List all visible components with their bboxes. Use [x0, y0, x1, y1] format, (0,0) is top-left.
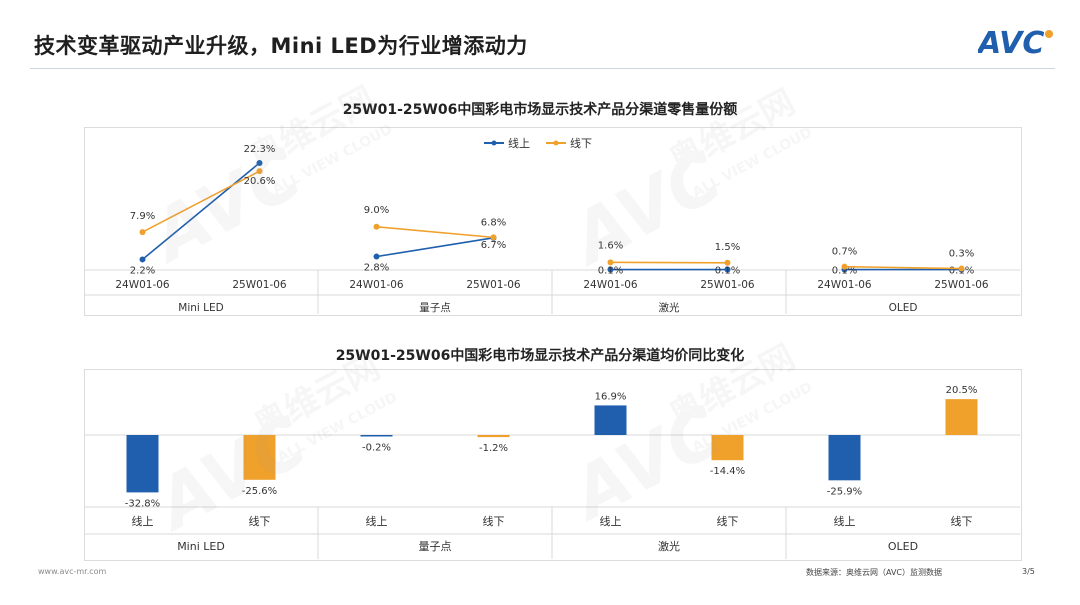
- footer-url: www.avc-mr.com: [38, 567, 107, 576]
- legend-marker: [553, 140, 559, 146]
- chart1-data-label: 6.7%: [481, 240, 506, 251]
- chart2-tick-label: 线上: [600, 514, 622, 528]
- chart2-bar: [711, 435, 744, 461]
- avc-logo: AVC: [978, 26, 1053, 60]
- logo-text: AVC: [978, 26, 1044, 60]
- chart2-data-label: 20.5%: [946, 385, 978, 396]
- chart2-bar: [594, 405, 627, 435]
- chart1-point: [373, 253, 380, 260]
- chart2-tick-label: 线上: [366, 514, 388, 528]
- chart2-data-label: -25.9%: [827, 486, 862, 497]
- chart1-series-line: [142, 170, 260, 233]
- chart1-tick-label: 25W01-06: [232, 279, 287, 291]
- chart2-data-label: -0.2%: [362, 443, 391, 454]
- chart1-tick-label: 24W01-06: [115, 279, 170, 291]
- chart1-point: [607, 266, 614, 273]
- chart1-data-label: 1.6%: [598, 240, 623, 251]
- chart1-point: [256, 168, 263, 175]
- chart1-data-label: 20.6%: [244, 176, 276, 187]
- chart2-group-label: OLED: [888, 540, 918, 553]
- chart1-data-label: 9.0%: [364, 205, 389, 216]
- chart2-tick-label: 线下: [717, 514, 739, 528]
- chart1-data-label: 0.1%: [598, 266, 623, 277]
- chart1-point: [373, 223, 380, 230]
- chart1-legend: 线上 线下: [484, 136, 592, 150]
- chart1-point: [841, 263, 848, 270]
- chart1-tick-label: 25W01-06: [466, 279, 521, 291]
- chart1-point: [724, 259, 731, 266]
- chart1-frame: [84, 127, 1022, 316]
- chart2-bar: [243, 435, 276, 480]
- chart1-point: [607, 259, 614, 266]
- chart2-tick-label: 线下: [483, 514, 505, 528]
- chart1-series-line: [376, 237, 494, 258]
- chart2-bar: [126, 435, 159, 493]
- chart1-title: 25W01-25W06中国彩电市场显示技术产品分渠道零售量份额: [342, 102, 738, 118]
- logo-dot: [1045, 30, 1053, 38]
- legend-label: 线上: [508, 136, 530, 150]
- chart1-point: [490, 234, 497, 241]
- chart1-data-label: 2.8%: [364, 263, 389, 274]
- chart1-series-line: [141, 162, 261, 261]
- legend-marker: [491, 140, 497, 146]
- chart1-group-label: 激光: [659, 301, 680, 314]
- chart2-bar: [477, 435, 510, 438]
- chart1-group-label: 量子点: [419, 302, 451, 314]
- chart1-data-label: 0.7%: [832, 247, 857, 258]
- chart1-point: [139, 229, 146, 236]
- chart1-tick-label: 24W01-06: [817, 279, 872, 291]
- chart2-data-label: -1.2%: [479, 443, 508, 454]
- chart1-point: [256, 159, 263, 166]
- chart1-tick-label: 24W01-06: [583, 279, 638, 291]
- chart1-data-label: 6.8%: [481, 217, 506, 228]
- chart1-tick-label: 25W01-06: [934, 279, 989, 291]
- chart2-group-label: 激光: [658, 539, 680, 553]
- chart1-point: [958, 265, 965, 272]
- chart2-group-label: Mini LED: [177, 540, 225, 553]
- chart2-tick-label: 线上: [834, 514, 856, 528]
- chart2-group-label: 量子点: [419, 540, 452, 553]
- chart1-tick-label: 24W01-06: [349, 279, 404, 291]
- chart1-point: [139, 256, 146, 263]
- chart2-bar: [945, 399, 978, 435]
- chart1-data-label: 0.3%: [949, 249, 974, 260]
- chart1-series-line: [844, 265, 962, 270]
- chart1-data-label: 0.1%: [715, 266, 740, 277]
- chart1-data-label: 7.9%: [130, 211, 155, 222]
- footer-source: 数据来源：奥维云网（AVC）监测数据: [806, 568, 943, 577]
- title-divider: [30, 68, 1055, 69]
- chart1-group-label: Mini LED: [178, 302, 223, 314]
- chart2-data-label: -14.4%: [710, 466, 745, 477]
- chart1-series-line: [376, 226, 494, 239]
- chart2-tick-label: 线下: [951, 514, 973, 528]
- chart2-title: 25W01-25W06中国彩电市场显示技术产品分渠道均价同比变化: [335, 348, 745, 364]
- page-title: 技术变革驱动产业升级，Mini LED为行业增添动力: [34, 34, 528, 58]
- chart1-data-label: 1.5%: [715, 242, 740, 253]
- chart2-data-label: -32.8%: [125, 498, 160, 509]
- chart2-bar: [360, 435, 393, 437]
- chart1-tick-label: 25W01-06: [700, 279, 755, 291]
- chart2-frame: [84, 369, 1022, 561]
- chart1-data-label: 22.3%: [244, 144, 276, 155]
- legend-label: 线下: [570, 136, 592, 150]
- chart2-data-label: 16.9%: [595, 391, 627, 402]
- chart1-group-label: OLED: [889, 302, 918, 314]
- chart1-data-label: 2.2%: [130, 265, 155, 276]
- chart2-tick-label: 线下: [249, 514, 271, 528]
- chart2-bar: [828, 435, 861, 481]
- page-number: 3/5: [1022, 567, 1035, 576]
- chart1-point: [724, 266, 731, 273]
- chart2-tick-label: 线上: [132, 514, 154, 528]
- chart2-data-label: -25.6%: [242, 486, 277, 497]
- chart1-data-label: 0.1%: [832, 266, 857, 277]
